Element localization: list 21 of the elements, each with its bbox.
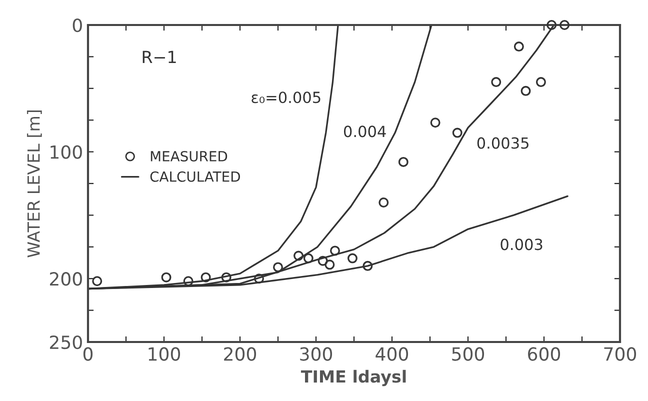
- x-tick-label: 500: [452, 347, 484, 361]
- series-label: 0.0035: [477, 137, 528, 149]
- y-axis-title: WATER LEVEL [m]: [26, 110, 42, 258]
- annotation: R−1: [142, 50, 176, 64]
- x-tick-label: 300: [300, 347, 332, 361]
- x-tick-label: 0: [83, 347, 93, 361]
- annotation: CALCULATED: [150, 171, 240, 182]
- series-label: ε₀=0.005: [252, 92, 320, 104]
- series-label: 0.003: [500, 238, 542, 250]
- series-label: 0.004: [344, 126, 386, 138]
- y-tick-label: 250: [50, 335, 82, 350]
- x-tick-label: 100: [148, 347, 180, 361]
- x-axis-title: TIME ldaysl: [300, 370, 406, 386]
- x-tick-label: 200: [224, 347, 256, 361]
- y-tick-label: 0: [72, 18, 82, 32]
- x-tick-label: 700: [604, 347, 636, 361]
- legend-label: MEASURED: [150, 150, 228, 162]
- y-tick-label: 100: [50, 145, 82, 159]
- x-tick-label: 400: [376, 347, 408, 361]
- x-tick-label: 600: [528, 347, 560, 361]
- y-tick-label: 200: [50, 272, 82, 286]
